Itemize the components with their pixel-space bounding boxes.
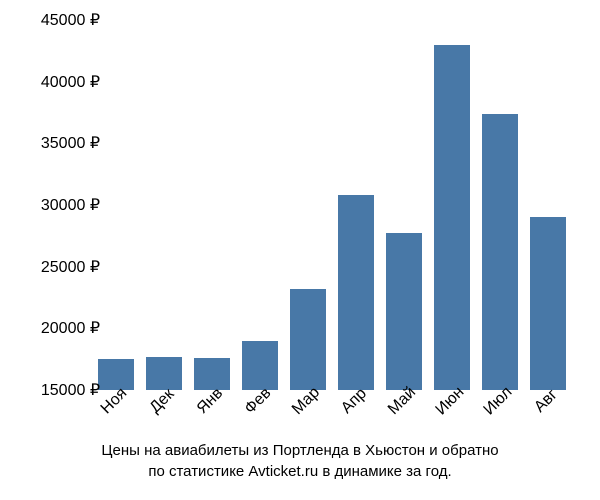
chart-caption: Цены на авиабилеты из Портленда в Хьюсто… (0, 440, 600, 482)
y-tick-label: 45000 ₽ (41, 10, 100, 30)
chart-container: 15000 ₽20000 ₽25000 ₽30000 ₽35000 ₽40000… (0, 0, 600, 500)
plot-area (90, 20, 580, 390)
caption-line1: Цены на авиабилеты из Портленда в Хьюсто… (101, 442, 498, 459)
y-tick-label: 20000 ₽ (41, 318, 100, 338)
bar (146, 357, 182, 390)
y-tick-label: 35000 ₽ (41, 133, 100, 153)
bar (242, 341, 278, 390)
y-tick-label: 25000 ₽ (41, 257, 100, 277)
bar (290, 289, 326, 390)
y-tick-label: 30000 ₽ (41, 195, 100, 215)
caption-line2: по статистике Avticket.ru в динамике за … (148, 463, 451, 480)
bar (434, 45, 470, 390)
bar (338, 195, 374, 390)
bar (386, 233, 422, 390)
y-tick-label: 40000 ₽ (41, 72, 100, 92)
bar (482, 114, 518, 390)
x-axis-labels: НояДекЯнвФевМарАпрМайИюнИюлАвг (90, 395, 580, 413)
bar (530, 217, 566, 390)
bars-group (90, 20, 580, 390)
